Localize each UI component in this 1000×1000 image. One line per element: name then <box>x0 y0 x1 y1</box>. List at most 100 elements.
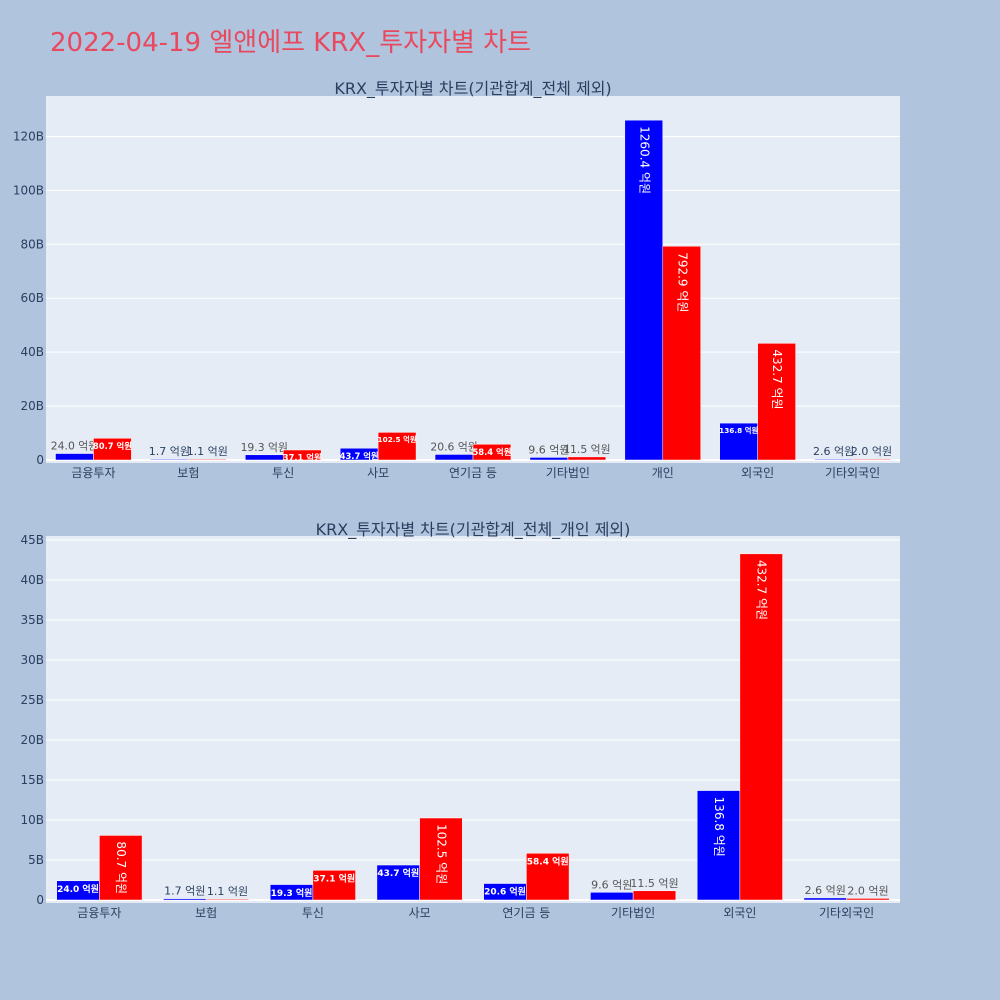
bar <box>719 422 758 461</box>
data-label: 432.7 억원 <box>770 349 784 409</box>
x-tick-label: 보험 <box>177 466 199 480</box>
bar <box>472 444 512 461</box>
data-label: 1.7 억원 <box>149 445 190 458</box>
bar <box>245 454 284 461</box>
data-label: 11.5 억원 <box>630 877 678 890</box>
x-tick-label: 보험 <box>195 906 217 920</box>
data-label: 37.1 억원 <box>283 453 322 463</box>
bar <box>814 458 853 461</box>
data-label: 136.8 억원 <box>719 426 758 435</box>
bar <box>188 458 227 461</box>
bar <box>205 898 250 901</box>
chart-title: KRX_투자자별 차트(기관합계_전체_개인 제외) <box>316 520 631 540</box>
bar <box>803 897 847 901</box>
y-tick-label: 30B <box>20 653 44 667</box>
bar <box>282 449 322 461</box>
y-tick-label: 35B <box>20 613 44 627</box>
bar <box>419 817 463 901</box>
y-tick-label: 25B <box>20 693 44 707</box>
data-label: 9.6 억원 <box>528 443 569 456</box>
bar <box>852 458 891 461</box>
data-label: 1260.4 억원 <box>637 126 651 194</box>
bar <box>632 890 677 901</box>
x-tick-label: 연기금 등 <box>502 906 550 920</box>
data-label: 1.7 억원 <box>164 885 205 898</box>
bar <box>696 790 741 901</box>
y-tick-label: 20B <box>20 399 44 413</box>
y-tick-label: 0 <box>36 453 44 467</box>
data-label: 19.3 억원 <box>271 887 313 899</box>
x-tick-label: 투신 <box>272 466 294 480</box>
bar <box>434 454 474 461</box>
x-tick-label: 기타법인 <box>546 466 590 480</box>
data-label: 2.0 억원 <box>851 445 892 458</box>
data-label: 20.6 억원 <box>484 886 526 898</box>
data-label: 20.6 억원 <box>430 440 477 453</box>
data-label: 58.4 억원 <box>472 447 511 457</box>
y-tick-label: 15B <box>20 773 44 787</box>
data-label: 102.5 억원 <box>378 435 417 444</box>
page-title: 2022-04-19 엘앤에프 KRX_투자자별 차트 <box>50 28 532 58</box>
chart-2: 0 5B 10B 15B 20B 25B 30B 35B 40B 45B KRX_투자자별 차트(기… <box>20 520 900 920</box>
bar <box>757 343 796 461</box>
data-label: 24.0 억원 <box>51 440 98 453</box>
bar <box>739 553 783 901</box>
data-label: 1.1 억원 <box>207 885 248 898</box>
y-tick-label: 100B <box>13 183 44 197</box>
bar <box>662 245 701 461</box>
chart-title: KRX_투자자별 차트(기관합계_전체 제외) <box>334 79 611 99</box>
bar <box>526 853 570 901</box>
data-label: 136.8 억원 <box>712 797 726 857</box>
x-tick-label: 사모 <box>367 466 389 480</box>
data-label: 58.4 억원 <box>527 855 569 867</box>
y-tick-label: 10B <box>20 813 44 827</box>
y-tick-label: 60B <box>20 291 44 305</box>
y-tick-label: 80B <box>20 237 44 251</box>
data-label: 792.9 억원 <box>675 252 689 312</box>
x-tick-label: 기타외국인 <box>819 906 874 920</box>
data-label: 9.6 억원 <box>591 878 632 891</box>
x-tick-label: 개인 <box>652 466 674 480</box>
x-tick-label: 기타외국인 <box>825 466 880 480</box>
bar <box>99 835 143 901</box>
data-label: 19.3 억원 <box>241 441 288 454</box>
bar <box>163 898 207 901</box>
data-label: 37.1 억원 <box>313 873 355 885</box>
data-label: 1.1 억원 <box>187 445 228 458</box>
bar <box>150 458 189 461</box>
bar <box>590 892 634 901</box>
y-tick-label: 0 <box>36 893 44 907</box>
y-tick-label: 45B <box>20 533 44 547</box>
x-tick-label: 금융투자 <box>77 906 121 920</box>
data-label: 80.7 억원 <box>93 441 132 451</box>
bar <box>624 119 664 461</box>
data-label: 11.5 억원 <box>563 443 610 456</box>
data-label: 24.0 억원 <box>57 883 99 895</box>
x-tick-label: 외국인 <box>741 466 774 480</box>
bar <box>377 432 417 461</box>
y-tick-label: 40B <box>20 573 44 587</box>
bar <box>529 457 569 461</box>
y-tick-label: 5B <box>28 853 44 867</box>
data-label: 43.7 억원 <box>340 451 379 461</box>
x-tick-label: 연기금 등 <box>449 466 497 480</box>
y-tick-label: 20B <box>20 733 44 747</box>
data-label: 2.6 억원 <box>813 445 854 458</box>
data-label: 2.0 억원 <box>847 884 888 897</box>
bar <box>93 437 132 461</box>
x-tick-label: 투신 <box>302 906 324 920</box>
chart-1: 0 20B 40B 60B 80B 100B 120B KRX_투자자별 차트(기관합계_전체… <box>13 79 900 480</box>
data-label: 43.7 억원 <box>377 867 419 879</box>
y-tick-label: 40B <box>20 345 44 359</box>
bar <box>312 870 356 901</box>
x-tick-label: 기타법인 <box>611 906 655 920</box>
data-label: 102.5 억원 <box>434 824 448 884</box>
x-tick-label: 외국인 <box>723 906 756 920</box>
y-tick-label: 120B <box>13 129 44 143</box>
x-tick-label: 사모 <box>409 906 431 920</box>
bar <box>846 898 890 901</box>
data-label: 432.7 억원 <box>755 560 769 620</box>
bar <box>567 456 607 461</box>
x-tick-label: 금융투자 <box>71 466 115 480</box>
